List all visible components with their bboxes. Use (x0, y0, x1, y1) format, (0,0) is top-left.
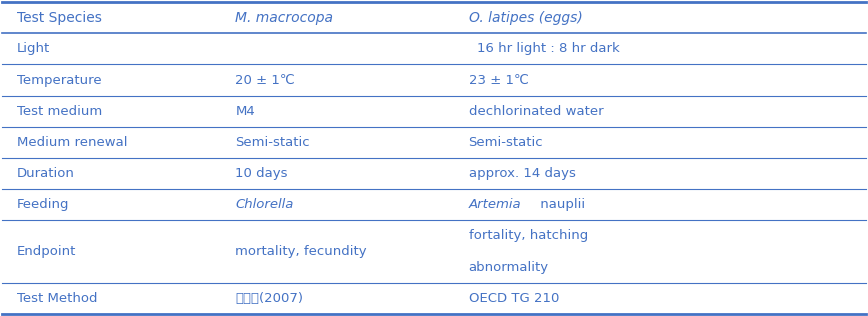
Text: Endpoint: Endpoint (16, 245, 76, 258)
Text: Light: Light (16, 42, 50, 55)
Text: Semi-static: Semi-static (469, 136, 543, 149)
Text: 16 hr light : 8 hr dark: 16 hr light : 8 hr dark (477, 42, 620, 55)
Text: 20 ± 1℃: 20 ± 1℃ (235, 74, 295, 87)
Text: Test medium: Test medium (16, 105, 102, 118)
Text: Duration: Duration (16, 167, 75, 180)
Text: OECD TG 210: OECD TG 210 (469, 292, 559, 305)
Text: Chlorella: Chlorella (235, 198, 293, 211)
Text: Test Method: Test Method (16, 292, 97, 305)
Text: 23 ± 1℃: 23 ± 1℃ (469, 74, 529, 87)
Text: nauplii: nauplii (536, 198, 585, 211)
Text: 10 days: 10 days (235, 167, 288, 180)
Text: M4: M4 (235, 105, 255, 118)
Text: Semi-static: Semi-static (235, 136, 310, 149)
Text: fortality, hatching: fortality, hatching (469, 229, 588, 242)
Text: Test Species: Test Species (16, 11, 102, 25)
Text: mortality, fecundity: mortality, fecundity (235, 245, 367, 258)
Text: Feeding: Feeding (16, 198, 69, 211)
Text: abnormality: abnormality (469, 261, 549, 274)
Text: Temperature: Temperature (16, 74, 102, 87)
Text: Artemia: Artemia (469, 198, 521, 211)
Text: M. macrocopa: M. macrocopa (235, 11, 333, 25)
Text: 오소린(2007): 오소린(2007) (235, 292, 303, 305)
Text: approx. 14 days: approx. 14 days (469, 167, 575, 180)
Text: O. latipes (eggs): O. latipes (eggs) (469, 11, 582, 25)
Text: dechlorinated water: dechlorinated water (469, 105, 603, 118)
Text: Medium renewal: Medium renewal (16, 136, 128, 149)
